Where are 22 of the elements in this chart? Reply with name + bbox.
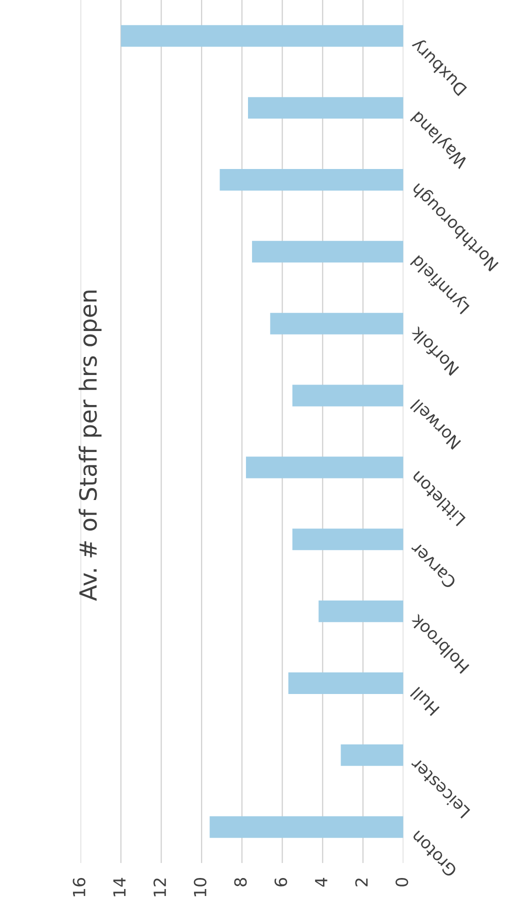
- x-tick-label: 0: [396, 878, 408, 886]
- bar: [292, 384, 404, 406]
- bar: [270, 312, 404, 334]
- bar: [246, 456, 404, 478]
- bar: [120, 25, 404, 47]
- bar: [210, 816, 404, 838]
- bar: [318, 600, 404, 622]
- bar: [340, 744, 404, 766]
- text: Av. # of Staff per hrs open: [78, 290, 102, 601]
- bar: [288, 672, 404, 694]
- x-tick-label: 14: [113, 878, 126, 896]
- bar: [220, 169, 404, 191]
- x-tick-label: 4: [315, 878, 328, 887]
- x-tick-label: 2: [355, 878, 368, 886]
- x-tick-label: 6: [274, 878, 288, 886]
- bar: [252, 240, 404, 262]
- x-tick-label: 8: [234, 878, 247, 886]
- bar: [248, 97, 404, 119]
- x-tick-label: 10: [194, 878, 206, 896]
- x-tick-label: 12: [153, 878, 166, 896]
- x-tick-label: 16: [72, 878, 86, 896]
- bar: [292, 528, 404, 550]
